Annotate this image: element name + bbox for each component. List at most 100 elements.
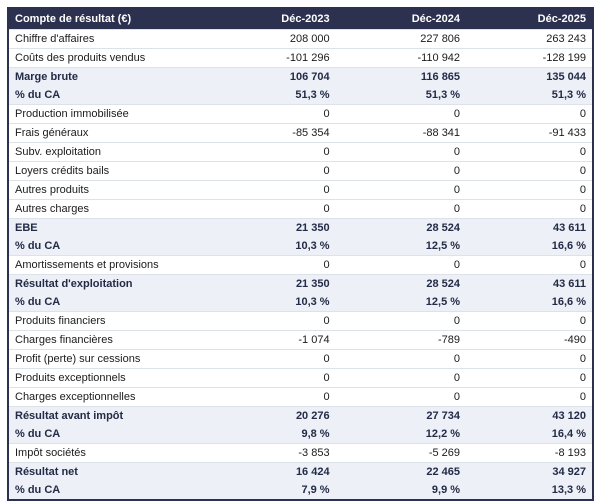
table-row: EBE 21 350 28 524 43 611 xyxy=(8,218,593,237)
row-value-dec-2025: 0 xyxy=(466,142,593,162)
row-value-dec-2024: 0 xyxy=(335,161,467,181)
table-row: Profit (perte) sur cessions 0 0 0 xyxy=(8,349,593,369)
row-value-dec-2025: 263 243 xyxy=(466,29,593,49)
table-row: Produits financiers 0 0 0 xyxy=(8,311,593,331)
table-row: % du CA 51,3 % 51,3 % 51,3 % xyxy=(8,86,593,105)
row-value-dec-2023: -101 296 xyxy=(242,48,336,68)
table-row: Impôt sociétés -3 853 -5 269 -8 193 xyxy=(8,443,593,463)
table-row: % du CA 10,3 % 12,5 % 16,6 % xyxy=(8,293,593,312)
row-value-dec-2025: 43 611 xyxy=(466,218,593,237)
table-row: Produits exceptionnels 0 0 0 xyxy=(8,368,593,388)
table-row: Amortissements et provisions 0 0 0 xyxy=(8,255,593,275)
header-col-dec-2025: Déc-2025 xyxy=(466,8,593,30)
row-label: Impôt sociétés xyxy=(8,443,242,463)
table-row: Charges financières -1 074 -789 -490 xyxy=(8,330,593,350)
row-value-dec-2023: 9,8 % xyxy=(242,425,336,444)
row-value-dec-2024: -88 341 xyxy=(335,123,467,143)
income-statement: Compte de résultat (€) Déc-2023 Déc-2024… xyxy=(7,7,594,501)
row-label: Chiffre d'affaires xyxy=(8,29,242,49)
row-label: Produits exceptionnels xyxy=(8,368,242,388)
row-value-dec-2024: 12,5 % xyxy=(335,237,467,256)
row-value-dec-2025: 34 927 xyxy=(466,462,593,481)
row-label: Amortissements et provisions xyxy=(8,255,242,275)
row-label: Résultat avant impôt xyxy=(8,406,242,425)
row-value-dec-2023: 0 xyxy=(242,368,336,388)
row-label: EBE xyxy=(8,218,242,237)
table-row: Marge brute 106 704 116 865 135 044 xyxy=(8,67,593,86)
row-value-dec-2023: 0 xyxy=(242,311,336,331)
header-col-dec-2023: Déc-2023 xyxy=(242,8,336,30)
row-label: Autres charges xyxy=(8,199,242,219)
row-value-dec-2024: 12,2 % xyxy=(335,425,467,444)
row-label: Produits financiers xyxy=(8,311,242,331)
row-value-dec-2025: 51,3 % xyxy=(466,86,593,105)
row-value-dec-2023: 10,3 % xyxy=(242,293,336,312)
table-row: % du CA 10,3 % 12,5 % 16,6 % xyxy=(8,237,593,256)
row-value-dec-2025: 16,6 % xyxy=(466,237,593,256)
table-row: Loyers crédits bails 0 0 0 xyxy=(8,161,593,181)
row-value-dec-2023: 0 xyxy=(242,255,336,275)
row-value-dec-2023: 0 xyxy=(242,349,336,369)
row-label: Frais généraux xyxy=(8,123,242,143)
row-value-dec-2023: 10,3 % xyxy=(242,237,336,256)
row-value-dec-2024: 0 xyxy=(335,104,467,124)
row-label: Production immobilisée xyxy=(8,104,242,124)
row-label: Autres produits xyxy=(8,180,242,200)
table-row: Résultat avant impôt 20 276 27 734 43 12… xyxy=(8,406,593,425)
row-value-dec-2023: -85 354 xyxy=(242,123,336,143)
row-value-dec-2023: 51,3 % xyxy=(242,86,336,105)
table-row: % du CA 9,8 % 12,2 % 16,4 % xyxy=(8,425,593,444)
row-value-dec-2025: 16,6 % xyxy=(466,293,593,312)
row-value-dec-2025: 16,4 % xyxy=(466,425,593,444)
table-row: Production immobilisée 0 0 0 xyxy=(8,104,593,124)
row-value-dec-2024: 0 xyxy=(335,349,467,369)
row-value-dec-2024: 0 xyxy=(335,199,467,219)
row-label: Coûts des produits vendus xyxy=(8,48,242,68)
row-value-dec-2025: -8 193 xyxy=(466,443,593,463)
row-value-dec-2023: 0 xyxy=(242,142,336,162)
table-row: Subv. exploitation 0 0 0 xyxy=(8,142,593,162)
row-label: Résultat net xyxy=(8,462,242,481)
row-value-dec-2025: 0 xyxy=(466,349,593,369)
row-value-dec-2024: 12,5 % xyxy=(335,293,467,312)
row-value-dec-2024: 0 xyxy=(335,387,467,407)
row-value-dec-2023: 208 000 xyxy=(242,29,336,49)
row-label: % du CA xyxy=(8,86,242,105)
row-value-dec-2024: 28 524 xyxy=(335,274,467,293)
table-row: Résultat net 16 424 22 465 34 927 xyxy=(8,462,593,481)
row-value-dec-2025: 43 120 xyxy=(466,406,593,425)
table-row: Résultat d'exploitation 21 350 28 524 43… xyxy=(8,274,593,293)
table-row: Autres produits 0 0 0 xyxy=(8,180,593,200)
row-value-dec-2024: 28 524 xyxy=(335,218,467,237)
row-value-dec-2024: 227 806 xyxy=(335,29,467,49)
row-value-dec-2023: 0 xyxy=(242,104,336,124)
row-value-dec-2024: -5 269 xyxy=(335,443,467,463)
row-value-dec-2023: 0 xyxy=(242,180,336,200)
table-header: Compte de résultat (€) Déc-2023 Déc-2024… xyxy=(8,8,593,30)
row-value-dec-2025: 0 xyxy=(466,387,593,407)
row-value-dec-2025: -128 199 xyxy=(466,48,593,68)
header-col-dec-2024: Déc-2024 xyxy=(335,8,467,30)
header-row: Compte de résultat (€) Déc-2023 Déc-2024… xyxy=(8,8,593,30)
table-row: Autres charges 0 0 0 xyxy=(8,199,593,219)
row-value-dec-2024: 22 465 xyxy=(335,462,467,481)
table-row: Charges exceptionnelles 0 0 0 xyxy=(8,387,593,407)
row-value-dec-2023: 106 704 xyxy=(242,67,336,86)
table-row: Frais généraux -85 354 -88 341 -91 433 xyxy=(8,123,593,143)
income-statement-table: Compte de résultat (€) Déc-2023 Déc-2024… xyxy=(7,7,594,501)
row-label: Subv. exploitation xyxy=(8,142,242,162)
row-label: % du CA xyxy=(8,293,242,312)
row-value-dec-2025: 0 xyxy=(466,161,593,181)
row-value-dec-2024: 0 xyxy=(335,255,467,275)
table-body: Chiffre d'affaires 208 000 227 806 263 2… xyxy=(8,29,593,500)
row-label: Profit (perte) sur cessions xyxy=(8,349,242,369)
row-value-dec-2025: 135 044 xyxy=(466,67,593,86)
row-value-dec-2024: 27 734 xyxy=(335,406,467,425)
row-label: Charges financières xyxy=(8,330,242,350)
row-value-dec-2024: 51,3 % xyxy=(335,86,467,105)
row-value-dec-2024: 0 xyxy=(335,311,467,331)
row-label: Marge brute xyxy=(8,67,242,86)
row-value-dec-2024: 0 xyxy=(335,368,467,388)
row-value-dec-2023: -1 074 xyxy=(242,330,336,350)
row-label: % du CA xyxy=(8,237,242,256)
